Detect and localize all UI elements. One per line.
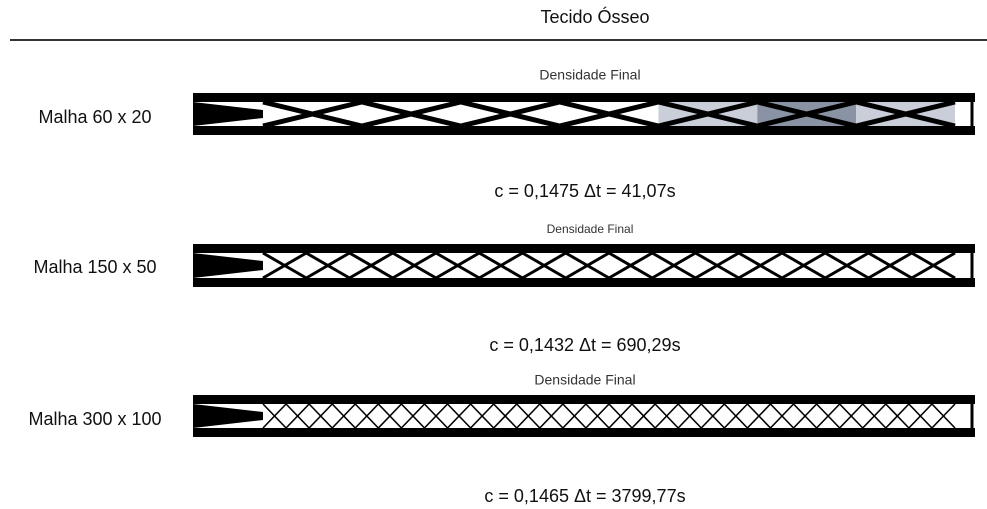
image-title: Densidade Final [534, 372, 635, 388]
beam-end [193, 404, 263, 428]
row-label: Malha 60 x 20 [38, 107, 151, 127]
beam-flange [193, 278, 975, 287]
beam-end [193, 253, 263, 278]
header-title: Tecido Ósseo [540, 6, 649, 27]
result: c = 0,1432 Δt = 690,29s [489, 335, 680, 355]
row-label: Malha 150 x 50 [33, 257, 156, 277]
beam-flange [193, 244, 975, 253]
image-title: Densidade Final [547, 222, 634, 236]
result: c = 0,1465 Δt = 3799,77s [484, 486, 685, 506]
result: c = 0,1475 Δt = 41,07s [494, 181, 675, 201]
row-label: Malha 300 x 100 [28, 409, 161, 429]
page: Tecido Ósseo Malha 60 x 20 Densidade Fin… [0, 0, 987, 509]
beam-end [193, 102, 263, 126]
beam-flange [193, 428, 975, 437]
beam-flange [193, 395, 975, 404]
image-title: Densidade Final [539, 67, 640, 83]
